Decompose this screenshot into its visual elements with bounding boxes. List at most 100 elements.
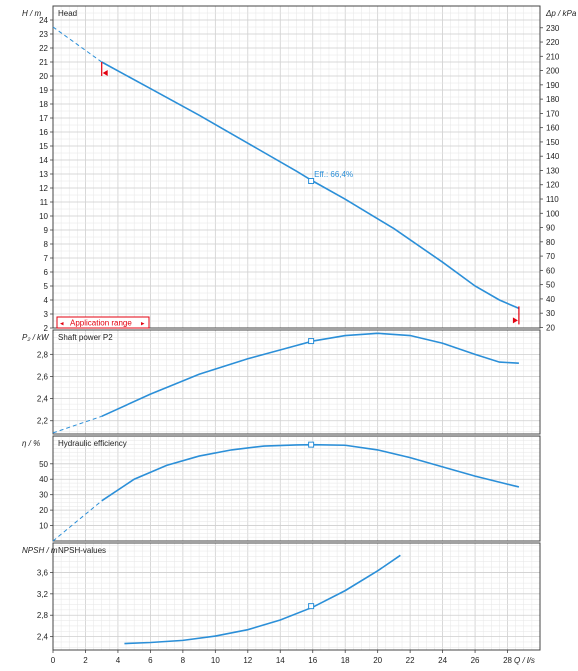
- ytick-label: 30: [39, 491, 48, 500]
- panel-frame: [52, 329, 541, 435]
- operating-point-marker[interactable]: [308, 178, 315, 184]
- ytick-label: 2,2: [37, 417, 49, 426]
- ytick-label: 2,6: [37, 372, 49, 381]
- ytick-label: 7: [44, 254, 49, 263]
- xtick-label: 28: [503, 656, 512, 665]
- right-tick-label: 170: [546, 109, 560, 118]
- curve-extrapolation: [52, 415, 102, 434]
- ytick-label: 16: [39, 128, 48, 137]
- ytick-label: 13: [39, 170, 48, 179]
- right-tick-label: 100: [546, 209, 560, 218]
- ytick-label: 9: [44, 226, 49, 235]
- ytick-label: 24: [39, 16, 48, 25]
- right-tick-label: 190: [546, 81, 560, 90]
- ytick-label: 21: [39, 58, 48, 67]
- right-tick-label: 150: [546, 138, 560, 147]
- ytick-label: 19: [39, 86, 48, 95]
- ytick-label: 3,2: [37, 590, 49, 599]
- right-tick-label: 50: [546, 281, 555, 290]
- ytick-label: 20: [39, 506, 48, 515]
- ytick-label: 2,4: [37, 633, 49, 642]
- curve-efficiency: [101, 443, 520, 502]
- right-tick-label: 230: [546, 24, 560, 33]
- application-range-label: Application range: [70, 319, 132, 328]
- panel-frame: [52, 5, 541, 329]
- panel-power: 2,2 2,4 2,6 2,8 P₂ / kW Shaft power P2: [22, 329, 541, 435]
- right-tick-label: 60: [546, 266, 555, 275]
- xtick-label: 10: [211, 656, 220, 665]
- right-tick-label: 110: [546, 195, 559, 204]
- right-tick-label: 120: [546, 181, 560, 190]
- xtick-label: 2: [83, 656, 88, 665]
- ytick-label: 5: [44, 282, 49, 291]
- panel-title: NPSH-values: [58, 546, 106, 555]
- right-axis-label: Δp / kPa: [545, 9, 577, 18]
- curve-extrapolation: [52, 26, 102, 63]
- ytick-label: 2: [44, 324, 49, 333]
- range-arrow-icon: ◂: [60, 321, 64, 328]
- ytick-label: 10: [39, 522, 48, 531]
- ytick-label: 2,8: [37, 611, 49, 620]
- right-tick-label: 20: [546, 323, 555, 332]
- ytick-label: 11: [40, 198, 49, 207]
- ytick-label: 10: [39, 212, 48, 221]
- right-tick-label: 210: [546, 52, 560, 61]
- xtick-label: 14: [276, 656, 285, 665]
- xtick-label: 6: [148, 656, 153, 665]
- ytick-label: 3: [44, 310, 49, 319]
- operating-point-marker[interactable]: [308, 603, 315, 610]
- right-tick-label: 80: [546, 238, 555, 247]
- ytick-label: 22: [39, 44, 48, 53]
- xtick-label: 4: [116, 656, 121, 665]
- xtick-label: 22: [406, 656, 415, 665]
- xtick-label: 0: [51, 656, 56, 665]
- ytick-label: 3,6: [37, 568, 49, 577]
- ytick-label: 2,8: [37, 350, 49, 359]
- right-tick-label: 130: [546, 166, 560, 175]
- panel-title: Shaft power P2: [58, 333, 113, 342]
- ytick-label: 17: [39, 114, 48, 123]
- y-axis-label: H / m: [22, 9, 41, 18]
- right-tick-label: 140: [546, 152, 560, 161]
- application-range-box[interactable]: [56, 316, 150, 329]
- xtick-label: 16: [308, 656, 317, 665]
- operating-point-marker[interactable]: [308, 338, 315, 345]
- xtick-label: 12: [243, 656, 252, 665]
- ytick-label: 23: [39, 30, 48, 39]
- xtick-label: 24: [438, 656, 447, 665]
- panel-frame: [52, 542, 541, 651]
- right-tick-label: 180: [546, 95, 560, 104]
- range-arrow-right: [512, 317, 518, 324]
- ytick-label: 8: [44, 240, 49, 249]
- panel-frame: [52, 435, 541, 542]
- panel-npsh: 2,4 2,8 3,2 3,6 NPSH / m NPSH-values: [22, 542, 541, 651]
- right-tick-label: 160: [546, 124, 560, 133]
- ytick-label: 14: [39, 156, 48, 165]
- ytick-label: 12: [39, 184, 48, 193]
- panel-head: 2345678910111213141516171819202122232420…: [22, 5, 577, 333]
- ytick-label: 20: [39, 72, 48, 81]
- right-tick-label: 40: [546, 295, 555, 304]
- xtick-label: 18: [341, 656, 350, 665]
- right-tick-label: 220: [546, 38, 560, 47]
- ytick-label: 15: [39, 142, 48, 151]
- ytick-label: 2,4: [37, 395, 49, 404]
- ytick-label: 50: [39, 460, 48, 469]
- right-tick-label: 200: [546, 67, 560, 76]
- curve-extrapolation: [52, 500, 103, 542]
- range-arrow-left: [102, 70, 108, 76]
- panel-title: Hydraulic efficiency: [58, 439, 127, 448]
- xtick-label: 8: [181, 656, 186, 665]
- xtick-label: 26: [471, 656, 480, 665]
- y-axis-label: η / %: [22, 439, 40, 448]
- range-arrow-icon: ▸: [141, 321, 145, 328]
- right-tick-label: 90: [546, 224, 555, 233]
- operating-point-marker[interactable]: [308, 441, 315, 448]
- ytick-label: 40: [39, 475, 48, 484]
- curve-npsh: [124, 554, 401, 645]
- ytick-label: 18: [39, 100, 48, 109]
- curve-head: [101, 61, 520, 310]
- xtick-label: 20: [373, 656, 382, 665]
- x-axis-label: Q / l/s: [514, 656, 535, 665]
